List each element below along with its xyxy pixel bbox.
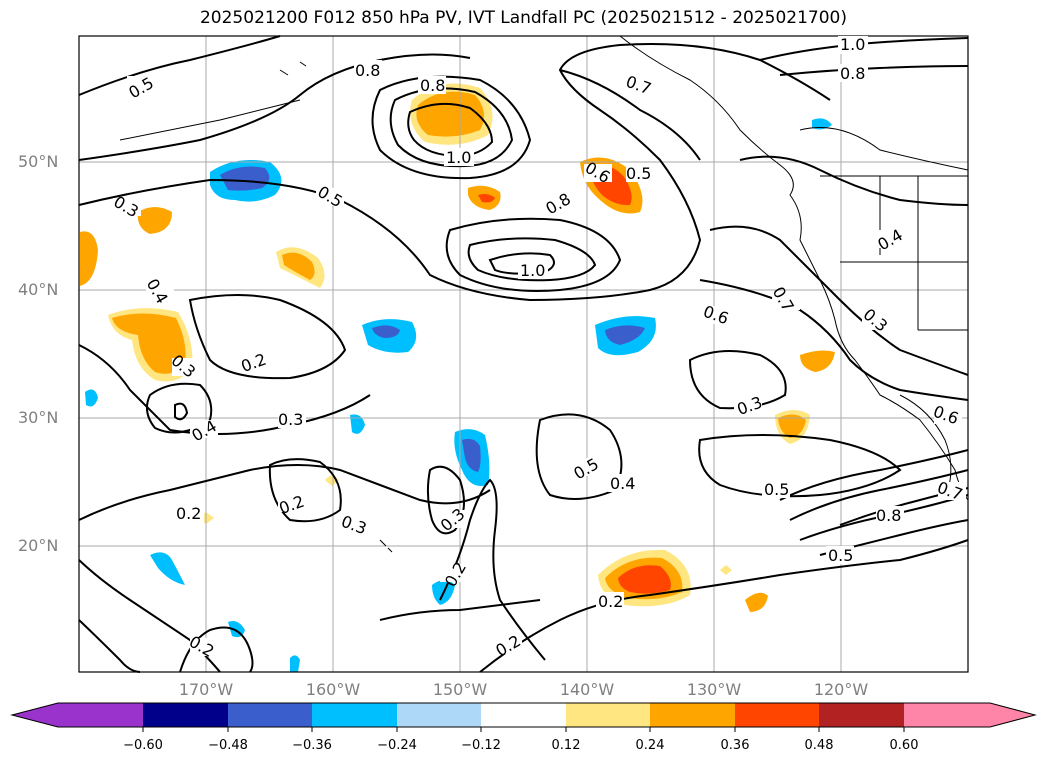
lon-label: 160°W [305,680,361,699]
contour-label: 0.2 [492,631,524,660]
contour-label: 0.8 [355,61,380,80]
colorbar-tick-label: 0.60 [889,738,919,753]
colorbar-ticks [142,727,905,732]
warm-shading [720,565,732,575]
contour-label: 0.2 [186,632,218,661]
colorbar-tick-label: −0.48 [208,738,248,753]
warm-shading [800,350,835,372]
contour-label: 0.7 [623,72,653,99]
warm-shading [478,194,495,203]
contour-label: 1.0 [840,35,865,54]
grid-lines [79,36,968,672]
colorbar-tick-label: −0.36 [292,738,332,753]
contour-label: 0.5 [314,182,346,211]
colorbar [10,702,1037,732]
contour-label: 0.8 [420,76,445,95]
lon-label: 130°W [686,680,742,699]
contour-label: 0.3 [860,305,892,336]
colorbar-cell [566,703,650,727]
lon-label: 170°W [178,680,234,699]
warm-shading [282,252,315,280]
warm-shading [416,91,484,137]
warm-shading [618,565,671,594]
colorbar-cell [735,703,819,727]
colorbar-cell [397,703,481,727]
contour-label: 0.5 [764,480,789,499]
contour-label: 0.2 [598,592,623,611]
colorbar-cell [481,703,566,727]
contour-label: 0.5 [626,164,651,183]
colorbar-cell [143,703,228,727]
colorbar-tick-label: 0.36 [720,738,750,753]
contour-label: 0.5 [828,546,853,565]
contour-label: 0.8 [840,64,865,83]
cold-shading [85,389,98,407]
colorbar-min-extend [12,703,143,727]
cold-shading [605,325,645,345]
cold-shading [812,118,832,130]
colorbar-cell [650,703,735,727]
contour-label: 0.7 [769,283,798,315]
warm-shading [745,592,768,612]
map-title: 2025021200 F012 850 hPa PV, IVT Landfall… [199,8,847,28]
warm-shading [80,231,98,286]
colorbar-cell [312,703,397,727]
cold-shading [350,414,365,434]
colorbar-tick-label: −0.12 [461,738,501,753]
contour-label: 1.0 [520,261,545,280]
contour-label: 0.8 [876,506,901,525]
colorbar-outline [10,702,1037,728]
contour-label: 0.8 [542,189,574,218]
lon-label: 150°W [432,680,488,699]
colorbar-cell [819,703,904,727]
contour-label: 0.3 [278,410,303,429]
cold-shading [372,325,400,338]
colorbar-tick-label: −0.24 [377,738,417,753]
contour-label: 0.6 [701,302,731,329]
colorbar-tick-label: 0.48 [804,738,834,753]
contour-lines [78,35,969,673]
warm-shading [137,207,172,234]
colorbar-max-extend [904,703,1035,727]
contour-label: 0.4 [610,474,635,493]
cold-shading [462,438,481,472]
contour-label: 0.2 [176,504,201,523]
lon-label: 120°W [813,680,869,699]
contour-label: 0.4 [143,275,172,307]
cold-shading [220,166,270,191]
colorbar-cell [228,703,312,727]
lat-label: 20°N [18,536,59,555]
colorbar-tick-label: −0.60 [123,738,163,753]
lon-label: 140°W [559,680,615,699]
contour-label: 0.3 [339,512,369,539]
lat-label: 50°N [18,152,59,171]
contour-label: 0.7 [935,478,965,505]
colorbar-tick-label: 0.12 [551,738,581,753]
lat-label: 30°N [18,408,59,427]
warm-shading [112,313,186,374]
colorbar-tick-label: 0.24 [635,738,665,753]
contour-label: 1.0 [446,148,471,167]
cold-shading [150,552,185,585]
contour-label: 0.4 [874,225,906,254]
map-frame [78,35,969,673]
warm-shading [778,414,806,438]
cold-shading [290,655,300,672]
lat-label: 40°N [18,280,59,299]
